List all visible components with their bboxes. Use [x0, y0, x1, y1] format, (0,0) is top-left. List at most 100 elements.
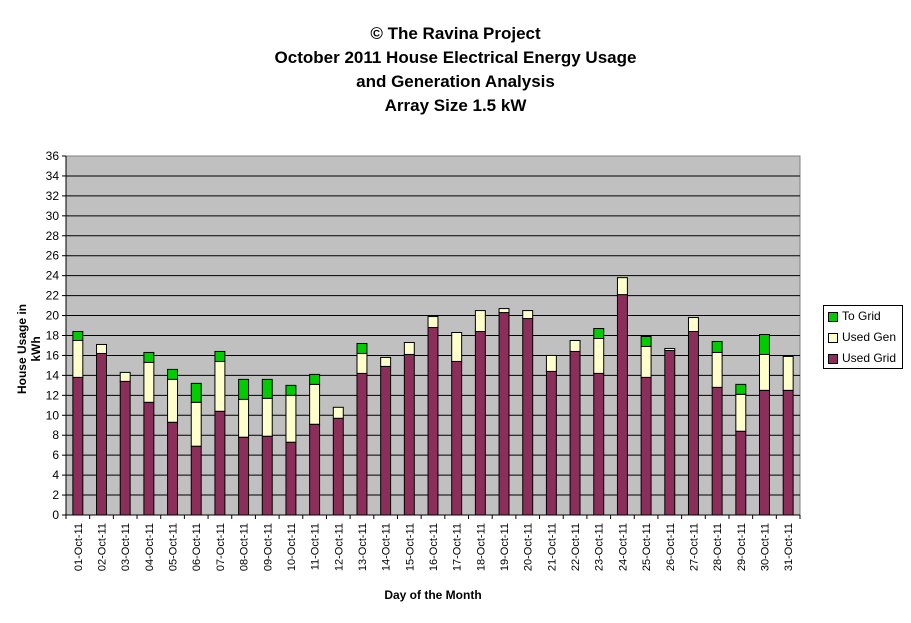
x-tick-label: 28-Oct-11: [712, 523, 724, 571]
y-tick-label: 0: [52, 508, 59, 522]
bar-used-grid: [782, 389, 794, 516]
bar-to-grid: [759, 334, 770, 355]
x-tick-label: 04-Oct-11: [144, 523, 156, 571]
bar-used-grid: [687, 331, 699, 516]
bar-to-grid: [735, 383, 747, 395]
x-tick-label: 11-Oct-11: [310, 523, 322, 570]
y-tick-label: 4: [52, 468, 59, 482]
x-tick-label: 27-Oct-11: [688, 523, 700, 571]
bar-used-grid: [664, 349, 676, 516]
bar-used-grid: [190, 445, 202, 516]
bar-used-gen: [214, 360, 226, 412]
bar-used-grid: [309, 423, 321, 516]
x-tick-label: 08-Oct-11: [239, 523, 251, 571]
bar-used-gen: [664, 347, 676, 351]
x-tick-label: 14-Oct-11: [381, 523, 393, 571]
bar-to-grid: [285, 384, 297, 396]
bar-used-gen: [143, 361, 155, 403]
bar-used-gen: [593, 337, 605, 374]
x-tick-label: 29-Oct-11: [736, 523, 748, 571]
bar-used-gen: [380, 356, 392, 367]
bar-used-grid: [403, 353, 415, 516]
bar-used-gen: [403, 341, 415, 355]
x-tick-label: 01-Oct-11: [73, 523, 85, 571]
bar-used-grid: [119, 380, 131, 516]
x-tick-label: 05-Oct-11: [168, 523, 180, 571]
bar-to-grid: [309, 373, 321, 385]
y-tick-label: 34: [46, 169, 60, 183]
bar-used-grid: [640, 376, 652, 516]
title-line-3: and Generation Analysis: [356, 72, 555, 91]
bar-to-grid: [238, 378, 250, 400]
x-tick-label: 26-Oct-11: [665, 523, 677, 571]
x-tick-label: 03-Oct-11: [120, 523, 132, 571]
bar-used-gen: [332, 406, 344, 419]
y-tick-label: 18: [46, 329, 60, 343]
x-tick-label: 07-Oct-11: [215, 523, 227, 571]
title-line-4: Array Size 1.5 kW: [384, 96, 527, 115]
x-tick-label: 21-Oct-11: [546, 523, 558, 571]
bar-used-gen: [616, 277, 628, 296]
y-tick-label: 26: [46, 249, 60, 263]
y-tick-label: 6: [52, 448, 59, 462]
bar-used-gen: [545, 354, 557, 372]
bar-used-gen: [285, 394, 297, 443]
x-tick-label: 19-Oct-11: [499, 523, 511, 571]
x-tick-label: 12-Oct-11: [333, 523, 345, 571]
bar-to-grid: [190, 382, 202, 403]
bar-used-grid: [214, 410, 226, 516]
bar-used-gen: [522, 310, 534, 320]
bar-to-grid: [640, 335, 652, 347]
x-tick-label: 10-Oct-11: [286, 523, 298, 571]
bar-used-grid: [72, 376, 84, 516]
bar-used-grid: [380, 365, 392, 516]
bar-used-grid: [593, 372, 605, 516]
bar-to-grid: [356, 342, 368, 354]
x-tick-label: 16-Oct-11: [428, 523, 440, 571]
legend-label-used-gen: Used Gen: [842, 330, 897, 344]
bar-used-gen: [167, 378, 179, 423]
bar-to-grid: [593, 328, 605, 339]
x-tick-label: 30-Oct-11: [759, 523, 771, 571]
bar-used-grid: [96, 352, 107, 516]
bar-used-grid: [332, 417, 344, 516]
bar-used-grid: [759, 389, 770, 516]
bar-to-grid: [711, 340, 723, 353]
x-tick-label: 24-Oct-11: [617, 523, 629, 571]
bar-used-gen: [569, 339, 581, 352]
y-tick-label: 8: [52, 428, 59, 442]
bar-used-gen: [474, 310, 486, 333]
bar-used-grid: [498, 312, 510, 516]
bar-used-grid: [356, 372, 368, 516]
y-tick-label: 24: [46, 269, 60, 283]
legend-label-used-grid: Used Grid: [842, 351, 897, 365]
bar-used-gen: [498, 308, 510, 314]
bar-used-grid: [474, 331, 486, 516]
bar-used-grid: [238, 436, 250, 516]
y-tick-label: 12: [46, 388, 60, 402]
y-tick-label: 16: [46, 348, 60, 362]
x-tick-label: 23-Oct-11: [594, 523, 606, 571]
x-tick-label: 15-Oct-11: [404, 523, 416, 571]
bar-used-gen: [640, 345, 652, 378]
bar-used-gen: [711, 351, 723, 388]
bar-used-gen: [427, 316, 439, 329]
bar-used-gen: [96, 343, 107, 354]
bar-used-grid: [522, 318, 534, 516]
y-tick-label: 32: [46, 189, 60, 203]
bar-used-gen: [356, 352, 368, 374]
bar-to-grid: [261, 378, 273, 399]
x-tick-label: 31-Oct-11: [783, 523, 795, 571]
y-tick-label: 10: [46, 408, 60, 422]
y-tick-label: 14: [46, 368, 60, 382]
bar-used-gen: [238, 398, 250, 438]
legend-swatch-used-grid: [828, 354, 838, 364]
bar-used-grid: [451, 360, 463, 516]
x-tick-label: 20-Oct-11: [523, 523, 535, 571]
bar-to-grid: [72, 331, 84, 341]
bar-used-grid: [616, 294, 628, 516]
y-tick-label: 20: [46, 309, 60, 323]
bar-used-grid: [285, 441, 297, 516]
x-tick-label: 06-Oct-11: [191, 523, 203, 571]
